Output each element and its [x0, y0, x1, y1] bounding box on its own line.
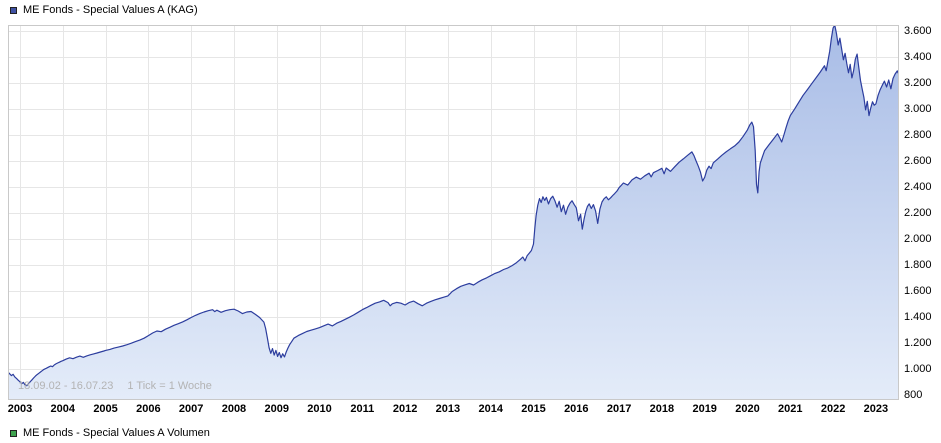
y-axis-label: 1.400: [904, 310, 932, 323]
volume-series-color-icon: [10, 429, 17, 437]
x-axis-label: 2023: [863, 403, 889, 415]
plot-area: 18.09.02 - 16.07.23 1 Tick = 1 Woche: [8, 25, 899, 400]
x-axis-label: 2012: [392, 403, 418, 415]
x-axis-label: 2022: [820, 403, 846, 415]
y-axis-label: 3.000: [904, 103, 932, 116]
tick-interval-label: 1 Tick = 1 Woche: [127, 380, 212, 392]
x-axis-label: 2015: [521, 403, 546, 415]
y-axis-label: 3.400: [904, 51, 932, 64]
price-area-chart: [8, 25, 899, 400]
x-axis-label: 2003: [7, 403, 33, 415]
x-axis-label: 2008: [221, 403, 247, 415]
y-axis-label: 2.600: [904, 155, 932, 168]
y-axis-label: 2.800: [904, 129, 932, 142]
bottom-legend: ME Fonds - Special Values A Volumen: [10, 427, 210, 439]
y-axis-label: 2.000: [904, 233, 932, 246]
x-axis-label: 2019: [692, 403, 717, 415]
y-axis-label: 800: [904, 388, 923, 401]
y-axis-label: 1.600: [904, 285, 932, 297]
x-axis-label: 2005: [93, 403, 118, 415]
x-axis-label: 2017: [606, 403, 632, 415]
chart-info-caption: 18.09.02 - 16.07.23 1 Tick = 1 Woche: [18, 380, 212, 392]
price-series-color-icon: [10, 6, 17, 14]
x-axis-label: 2014: [478, 403, 503, 415]
date-range-label: 18.09.02 - 16.07.23: [18, 380, 114, 392]
y-axis-label: 1.800: [904, 259, 932, 272]
top-legend: ME Fonds - Special Values A (KAG): [10, 4, 198, 16]
x-axis-label: 2006: [136, 403, 161, 415]
x-axis-label: 2011: [350, 403, 375, 415]
y-axis-label: 3.200: [904, 77, 932, 90]
x-axis-label: 2013: [435, 403, 461, 415]
y-axis-label: 2.400: [904, 181, 932, 194]
y-axis-label: 2.200: [904, 207, 932, 220]
volume-series-label: ME Fonds - Special Values A Volumen: [23, 427, 210, 439]
x-axis-label: 2016: [564, 403, 589, 415]
y-axis-label: 1.200: [904, 336, 932, 349]
x-axis-label: 2018: [649, 403, 675, 415]
x-axis-label: 2009: [264, 403, 289, 415]
x-axis-label: 2020: [735, 403, 760, 415]
x-axis-label: 2007: [178, 403, 204, 415]
x-axis-label: 2010: [307, 403, 332, 415]
x-axis-label: 2021: [778, 403, 803, 415]
y-axis-label: 1.000: [904, 362, 932, 375]
x-axis-label: 2004: [50, 403, 75, 415]
price-series-label: ME Fonds - Special Values A (KAG): [23, 4, 198, 16]
y-axis-label: 3.600: [904, 25, 932, 38]
